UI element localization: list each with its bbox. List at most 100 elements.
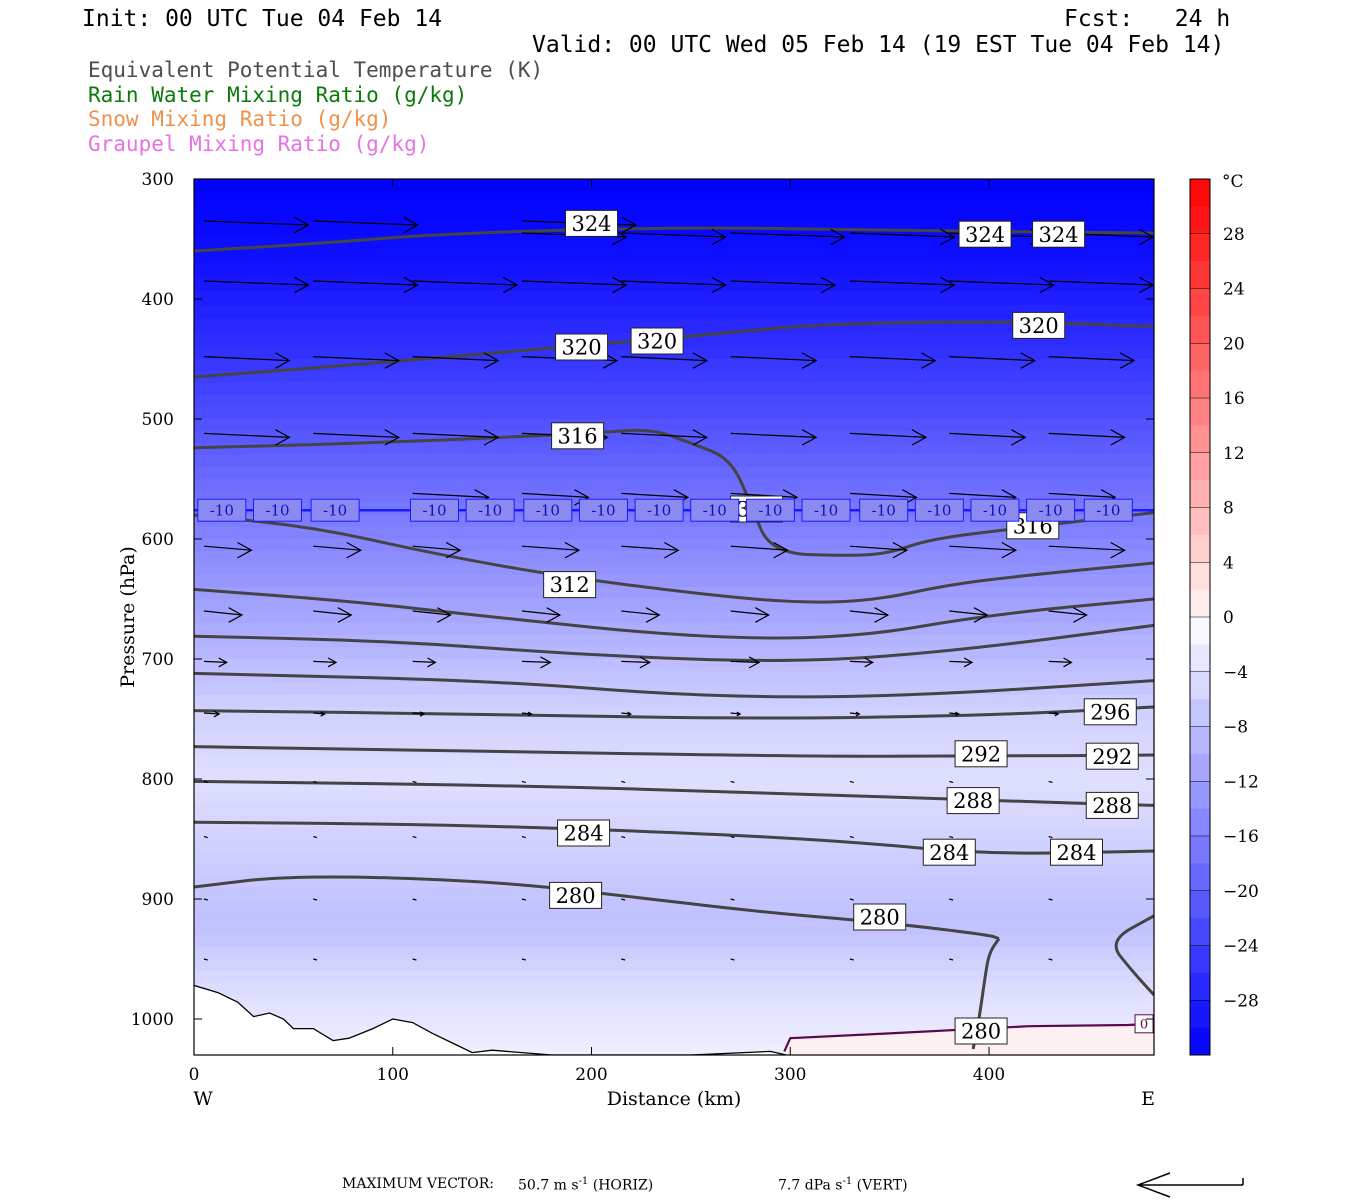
isotherm-label-box [409,498,459,522]
temp-band [194,923,1154,936]
temp-band [194,1045,1154,1055]
colorbar-tick-label: −20 [1223,882,1259,902]
temp-band [194,587,1154,600]
wind-vector [313,432,399,438]
theta-e-label-box [549,881,603,909]
temp-band [194,563,1154,576]
wind-arrowhead [1138,228,1154,246]
wind-arrowhead [327,657,338,668]
vert-exponent: -1 [842,1176,853,1187]
temp-band [194,359,1154,372]
isotherm-label-text: -10 [814,502,838,520]
colorbar-swatch [1190,315,1210,344]
wind-vector [203,958,208,961]
wind-vector [412,432,499,438]
colorbar-swatch [1190,1027,1210,1056]
wind-arrowhead [940,228,956,246]
isotherm-label: -10 [523,498,573,522]
wind-arrowhead [864,657,874,668]
wind-arrowhead [275,429,291,446]
wind-vector [730,280,836,286]
temp-band [194,371,1154,384]
wind-vector [1048,660,1072,663]
theta-e-label-text: 292 [1092,745,1132,769]
colorbar-swatch [1190,699,1210,727]
wind-arrowhead [1110,541,1126,559]
temp-band [194,599,1154,612]
temp-band [194,935,1154,948]
wind-vector [949,660,973,663]
wind-vector [521,660,551,663]
wind-vector [849,232,955,238]
field-legend-graupel: Graupel Mixing Ratio (g/kg) [88,132,430,156]
wind-vector [521,712,532,715]
temp-band [194,455,1154,468]
colorbar-swatch [1190,918,1210,946]
temp-band [194,1035,1154,1046]
wind-vector [521,545,579,551]
wind-arrowhead [874,607,890,623]
temp-band [194,995,1154,1006]
forecast-hour: Fcst: 24 h [1064,6,1231,32]
wind-vector [849,898,854,901]
wind-arrowhead [1119,352,1136,369]
wind-vector [949,898,954,901]
colorbar-swatch [1190,452,1210,481]
wind-vector [313,836,318,839]
isotherm-label-box [1083,498,1133,522]
wind-arrowhead [692,352,709,369]
isotherm-label-box [252,498,302,522]
theta-e-label-text: 288 [953,789,993,813]
isotherm-label-box [523,498,573,522]
wind-vector [203,280,309,286]
wind-vector [203,610,243,616]
temp-band [194,683,1154,696]
isotherm-label-box [578,498,628,522]
isotherm-label-box [801,498,851,522]
wind-arrowhead [213,710,221,718]
theta-e-label: 292 [954,740,1008,768]
theta-e-contour [194,428,1154,557]
theta-e-contour [194,671,1154,699]
temp-band [194,659,1154,672]
temp-band [194,971,1154,984]
isotherm-label: -10 [690,498,740,522]
wind-vector [412,958,417,961]
theta-e-label: 324 [1032,220,1086,248]
colorbar-swatch [1190,507,1210,536]
wind-vector [1048,492,1116,498]
colorbar-tick-label: −8 [1223,718,1248,738]
wind-arrowhead [403,216,419,234]
temp-band [194,899,1154,912]
y-tick-label: 1000 [131,1010,174,1030]
wind-arrowhead [773,541,789,559]
isotherm-label-text: -10 [927,502,951,520]
wind-vector [521,958,526,961]
theta-e-contour [1114,914,1154,997]
wind-arrowhead [546,607,562,623]
contour-labels: 3243243243203203203163163163122962922922… [197,209,1154,1045]
wind-vector [203,712,220,715]
isotherm-label: -10 [745,498,795,522]
colorbar-swatch [1190,370,1210,399]
theta-e-label-text: 324 [1039,223,1079,247]
temp-band [194,383,1154,396]
wind-arrowhead [502,276,519,294]
wind-vector [849,545,907,551]
temp-band [194,731,1154,744]
wind-arrowhead [1054,711,1060,717]
theta-e-label-text: 320 [637,330,677,354]
theta-e-label-box [565,209,619,237]
colorbar: 28 24 20 16 12 8 4 0 −4 −8 −12 −16 −20 −24 −28 °C [1189,172,1259,1056]
colorbar-tick-label: 0 [1223,608,1234,628]
x-end-east: E [1141,1088,1155,1110]
wind-arrowhead [692,429,709,446]
temp-band [194,407,1154,420]
temp-band [194,755,1154,768]
wind-vector [730,712,741,715]
y-tick-label: 800 [142,770,174,790]
temp-band [194,575,1154,588]
wind-arrowhead [403,276,419,294]
wind-arrowhead [483,429,500,446]
wind-vector [412,610,451,616]
